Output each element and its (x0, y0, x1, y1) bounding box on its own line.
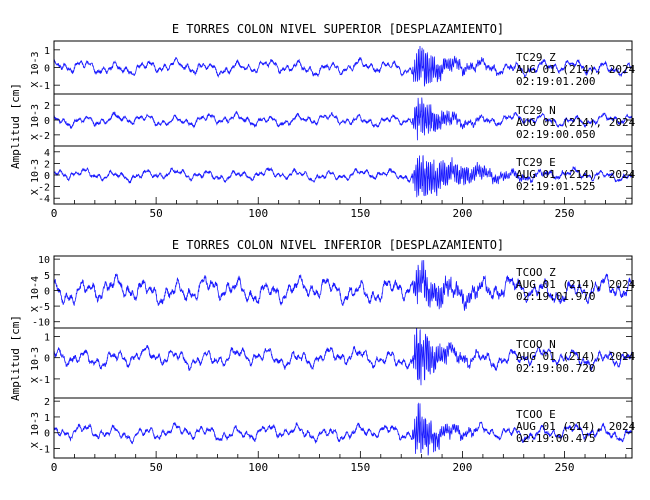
x-tick-label: 250 (555, 461, 575, 474)
x-tick-label: 250 (555, 207, 575, 220)
upper-chart-title: E TORRES COLON NIVEL SUPERIOR [DESPLAZAM… (172, 22, 504, 36)
y-tick-label: -4 (38, 194, 50, 205)
x-tick-label: 100 (248, 207, 268, 220)
station-annotation: 02:19:01.200 (516, 75, 595, 88)
x-tick-label: 200 (453, 461, 473, 474)
waveform-trace (54, 45, 632, 87)
waveform-trace (54, 260, 632, 311)
scale-factor-label: X 10-4 (30, 276, 41, 312)
x-tick-label: 150 (350, 461, 370, 474)
station-annotation: AUG 01 (214), 2024 (516, 420, 636, 433)
waveform-trace (54, 97, 632, 141)
y-tick-label: 0 (44, 171, 50, 182)
y-tick-label: 2 (44, 159, 50, 170)
y-tick-label: 0 (44, 116, 50, 127)
x-tick-label: 100 (248, 461, 268, 474)
x-tick-label: 50 (149, 461, 162, 474)
x-tick-label: 0 (51, 461, 58, 474)
y-tick-label: 1 (44, 332, 50, 343)
y-tick-label: 0 (44, 429, 50, 440)
y-tick-label: 2 (44, 397, 50, 408)
scale-factor-label: X 10-3 (30, 412, 41, 448)
station-annotation: TC29 Z (516, 51, 556, 64)
y-tick-label: -1 (38, 375, 50, 386)
y-tick-label: 1 (44, 46, 50, 57)
station-annotation: TCOO N (516, 338, 556, 351)
y-tick-label: 10 (38, 255, 50, 266)
station-annotation: AUG 01 (214), 2024 (516, 63, 636, 76)
scale-factor-label: X 10-3 (30, 104, 41, 140)
x-tick-label: 50 (149, 207, 162, 220)
lower-amplitude-axis-label: Amplitud [cm] (9, 315, 22, 401)
y-tick-label: -2 (38, 131, 50, 142)
station-annotation: TC29 N (516, 104, 556, 117)
station-annotation: AUG 01 (214), 2024 (516, 168, 636, 181)
upper-amplitude-axis-label: Amplitud [cm] (9, 83, 22, 169)
lower-level-chart: E TORRES COLON NIVEL INFERIOR [DESPLAZAM… (9, 238, 636, 474)
scale-factor-label: X 10-3 (30, 347, 41, 383)
y-tick-label: -5 (38, 302, 50, 313)
waveform-trace (54, 155, 632, 198)
station-annotation: AUG 01 (214), 2024 (516, 350, 636, 363)
waveform-trace (54, 402, 632, 456)
station-annotation: TCOO Z (516, 266, 556, 279)
y-tick-label: -10 (32, 318, 50, 329)
y-tick-label: -2 (38, 183, 50, 194)
y-tick-label: 1 (44, 413, 50, 424)
station-annotation: 02:19:00.050 (516, 128, 595, 141)
y-tick-label: -1 (38, 445, 50, 456)
upper-level-chart: E TORRES COLON NIVEL SUPERIOR [DESPLAZAM… (9, 22, 636, 220)
y-tick-label: -1 (38, 81, 50, 92)
y-tick-label: 4 (44, 148, 50, 159)
x-tick-label: 0 (51, 207, 58, 220)
y-tick-label: 0 (44, 286, 50, 297)
waveform-trace (54, 328, 632, 386)
station-annotation: AUG 01 (214), 2024 (516, 116, 636, 129)
y-tick-label: 0 (44, 64, 50, 75)
y-tick-label: 0 (44, 354, 50, 365)
station-annotation: AUG 01 (214), 2024 (516, 278, 636, 291)
scale-factor-label: X 10-3 (30, 159, 41, 195)
station-annotation: TCOO E (516, 408, 556, 421)
y-tick-label: 2 (44, 101, 50, 112)
lower-chart-title: E TORRES COLON NIVEL INFERIOR [DESPLAZAM… (172, 238, 504, 252)
x-tick-label: 150 (350, 207, 370, 220)
x-tick-label: 200 (453, 207, 473, 220)
scale-factor-label: X 10-3 (30, 51, 41, 87)
y-tick-label: 5 (44, 271, 50, 282)
station-annotation: 02:19:01.525 (516, 180, 595, 193)
station-annotation: 02:19:01.970 (516, 290, 595, 303)
station-annotation: 02:19:00.475 (516, 432, 595, 445)
station-annotation: 02:19:00.720 (516, 362, 595, 375)
station-annotation: TC29 E (516, 156, 556, 169)
panel-frame (53, 397, 633, 459)
